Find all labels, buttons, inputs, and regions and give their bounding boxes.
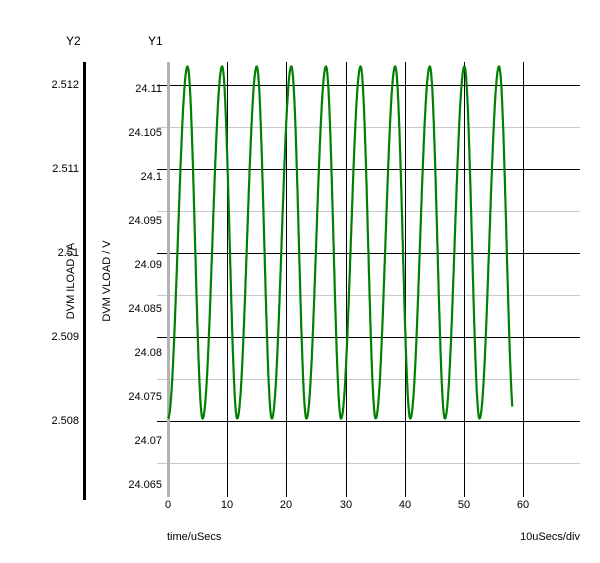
y1-tick-label: 24.095	[128, 215, 162, 227]
x-axis-scale-label: 10uSecs/div	[520, 531, 580, 543]
y1-axis-title: Y1	[148, 34, 163, 48]
y2-tick-label: 2.512	[51, 79, 79, 91]
y1-tick-label: 24.07	[134, 435, 162, 447]
y1-tick-label: 24.1	[140, 171, 162, 183]
x-tick-label: 50	[457, 499, 471, 511]
vload-iload-trace	[167, 65, 514, 420]
x-tick-label: 10	[220, 499, 234, 511]
y1-tick-label: 24.085	[128, 303, 162, 315]
x-tick-label: 60	[516, 499, 530, 511]
x-tick-label: 20	[279, 499, 293, 511]
x-tick-label: 30	[339, 499, 353, 511]
y1-tick-label: 24.105	[128, 127, 162, 139]
y1-tick-label: 24.065	[128, 479, 162, 491]
y1-tick-label: 24.11	[135, 83, 162, 95]
x-tick-label: 40	[398, 499, 412, 511]
y2-tick-label: 2.51	[57, 247, 79, 259]
x-axis-label: time/uSecs	[167, 531, 222, 543]
y2-axis-title: Y2	[66, 34, 81, 48]
y2-tick-label: 2.508	[51, 415, 79, 427]
y2-tick-label: 2.509	[51, 331, 79, 343]
y1-tick-label: 24.09	[134, 259, 162, 271]
y1-tick-label: 24.075	[128, 391, 162, 403]
x-tick-label: 0	[164, 499, 172, 511]
y1-tick-label: 24.08	[134, 347, 162, 359]
y2-tick-label: 2.511	[52, 163, 79, 175]
